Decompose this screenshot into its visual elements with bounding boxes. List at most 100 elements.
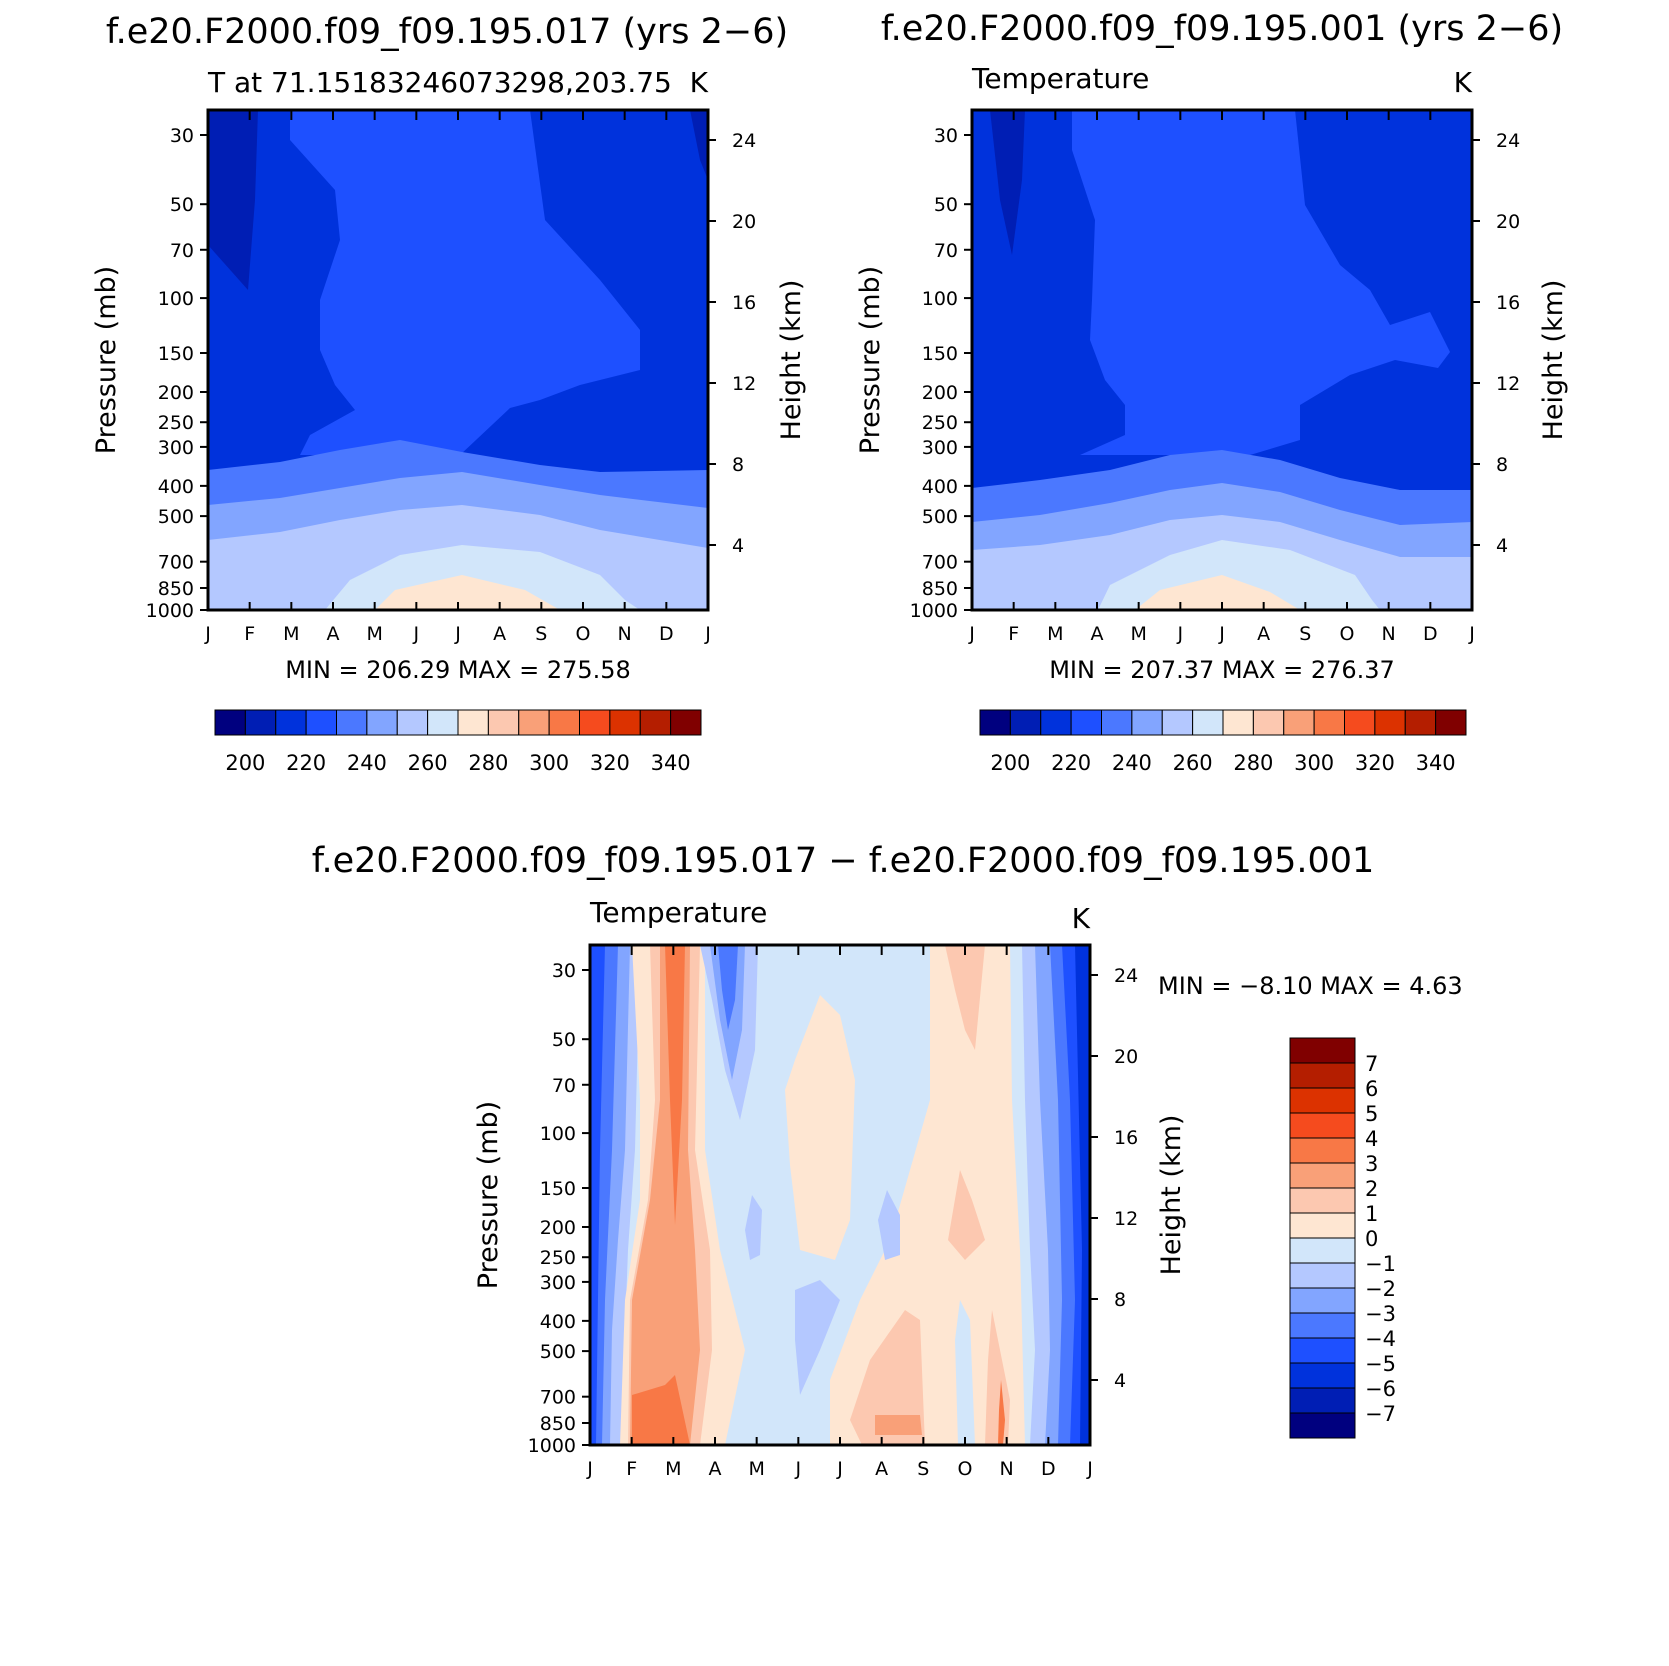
y-tick-label: 1000 xyxy=(146,600,194,622)
colorbar-label: −2 xyxy=(1365,1277,1396,1301)
contour-c-mar-3-4-low xyxy=(632,1375,690,1445)
contour-c-may-small xyxy=(745,1195,762,1260)
contour-c-left-neg5 xyxy=(590,945,605,1445)
colorbar-label: −4 xyxy=(1365,1327,1396,1351)
panel-b-y2label: Height (km) xyxy=(1538,280,1569,441)
x-tick-label: J xyxy=(968,623,975,645)
colorbar-label: 3 xyxy=(1365,1152,1378,1176)
y-tick-label: 200 xyxy=(540,1217,576,1239)
y-tick-label: 150 xyxy=(540,1178,576,1200)
panel-b-ylabel: Pressure (mb) xyxy=(855,266,886,454)
panel-c-title: f.e20.F2000.f09_f09.195.017 − f.e20.F200… xyxy=(312,841,1375,881)
contour-c-mar-3-4 xyxy=(665,945,685,1225)
x-tick-label: D xyxy=(1423,623,1438,645)
colorbar-swatch xyxy=(1289,1187,1356,1214)
y2-tick-label: 12 xyxy=(1114,1208,1138,1230)
colorbar-label: 220 xyxy=(286,751,326,775)
y-tick-label: 50 xyxy=(552,1029,576,1051)
y-tick-label: 100 xyxy=(922,288,958,310)
y-tick-label: 300 xyxy=(540,1272,576,1294)
x-tick-label: J xyxy=(836,1458,843,1480)
x-tick-label: M xyxy=(1130,623,1146,645)
x-tick-label: N xyxy=(1382,623,1396,645)
y2-tick-label: 24 xyxy=(1114,965,1138,987)
y-tick-label: 300 xyxy=(158,437,194,459)
y2-tick-label: 12 xyxy=(732,373,756,395)
y-tick-label: 30 xyxy=(552,960,576,982)
contour-a-225-left xyxy=(208,110,258,290)
panel-a-y2label: Height (km) xyxy=(776,280,807,441)
colorbar-swatch xyxy=(244,709,277,736)
colorbar-label: −6 xyxy=(1365,1377,1396,1401)
colorbar-swatch xyxy=(1252,709,1285,736)
panel-a-units: K xyxy=(690,66,709,99)
colorbar-swatch xyxy=(979,709,1011,736)
x-tick-label: O xyxy=(576,623,591,645)
x-tick-label: J xyxy=(1086,1458,1093,1480)
panel-c-minmax: MIN = −8.10 MAX = 4.63 xyxy=(1158,972,1463,1000)
y2-tick-label: 16 xyxy=(732,292,756,314)
panel-b-left-label: Temperature xyxy=(971,62,1149,95)
y2-tick-label: 20 xyxy=(1114,1046,1138,1068)
colorbar-label: 340 xyxy=(651,751,691,775)
panel-b-colorbar: 200 220 240 260 280 300 320 340 xyxy=(979,709,1467,775)
panel-c-ylabel: Pressure (mb) xyxy=(473,1101,504,1289)
contour-c-mayjul-neg xyxy=(795,1280,840,1395)
colorbar-label: 240 xyxy=(347,751,387,775)
colorbar-label: 320 xyxy=(590,751,630,775)
y-tick-label: 700 xyxy=(158,552,194,574)
y-tick-label: 100 xyxy=(540,1123,576,1145)
y-tick-label: 100 xyxy=(158,288,194,310)
panel-c-left-label: Temperature xyxy=(589,896,767,929)
x-tick-label: J xyxy=(1218,623,1225,645)
colorbar-swatch xyxy=(1289,1062,1356,1089)
colorbar-label: 260 xyxy=(1173,751,1213,775)
panel-b-minmax: MIN = 207.37 MAX = 276.37 xyxy=(1049,656,1395,684)
colorbar-swatch xyxy=(609,709,641,736)
y-tick-label: 1000 xyxy=(528,1435,576,1457)
panel-a-axes: J F M A M J J A S O N D J 30 50 70 100 150 200 250 300 400 500… xyxy=(146,110,756,645)
y-tick-label: 30 xyxy=(934,125,958,147)
y2-tick-label: 8 xyxy=(1496,454,1508,476)
x-tick-label: S xyxy=(535,623,547,645)
x-tick-label: J xyxy=(1468,623,1475,645)
colorbar-label: 4 xyxy=(1365,1127,1378,1151)
x-tick-label: J xyxy=(204,623,211,645)
y-tick-label: 250 xyxy=(158,412,194,434)
panel-a-minmax: MIN = 206.29 MAX = 275.58 xyxy=(285,656,631,684)
y-tick-label: 500 xyxy=(922,506,958,528)
x-tick-label: A xyxy=(493,623,506,645)
colorbar-label: 280 xyxy=(1233,751,1273,775)
colorbar-swatch xyxy=(1435,709,1467,736)
colorbar-swatch xyxy=(457,709,489,736)
colorbar-swatch xyxy=(1289,1112,1356,1139)
y-tick-label: 200 xyxy=(922,382,958,404)
contour-b-260 xyxy=(1135,575,1300,610)
colorbar-swatch xyxy=(1070,709,1102,736)
x-tick-label: A xyxy=(875,1458,888,1480)
colorbar-label: 6 xyxy=(1365,1077,1378,1101)
colorbar-label: 5 xyxy=(1365,1102,1378,1126)
y-tick-label: 200 xyxy=(158,382,194,404)
x-tick-label: A xyxy=(709,1458,722,1480)
y-tick-label: 50 xyxy=(934,194,958,216)
y-tick-label: 150 xyxy=(922,343,958,365)
colorbar-swatch xyxy=(639,709,672,736)
y2-tick-label: 24 xyxy=(732,130,756,152)
y-tick-label: 850 xyxy=(158,578,194,600)
contour-c-sep-2-3 xyxy=(875,1415,922,1435)
colorbar-label: 2 xyxy=(1365,1177,1378,1201)
y-tick-label: 400 xyxy=(922,476,958,498)
y-tick-label: 850 xyxy=(922,578,958,600)
x-tick-label: M xyxy=(748,1458,764,1480)
x-tick-label: J xyxy=(586,1458,593,1480)
colorbar-swatch xyxy=(1283,709,1315,736)
colorbar-swatch xyxy=(1374,709,1406,736)
y2-tick-label: 4 xyxy=(732,535,744,557)
colorbar-swatch xyxy=(1289,1287,1356,1314)
colorbar-swatch xyxy=(1289,1162,1356,1189)
colorbar-swatch xyxy=(1289,1037,1356,1064)
panel-c-units: K xyxy=(1072,902,1091,935)
colorbar-swatch xyxy=(548,709,580,736)
